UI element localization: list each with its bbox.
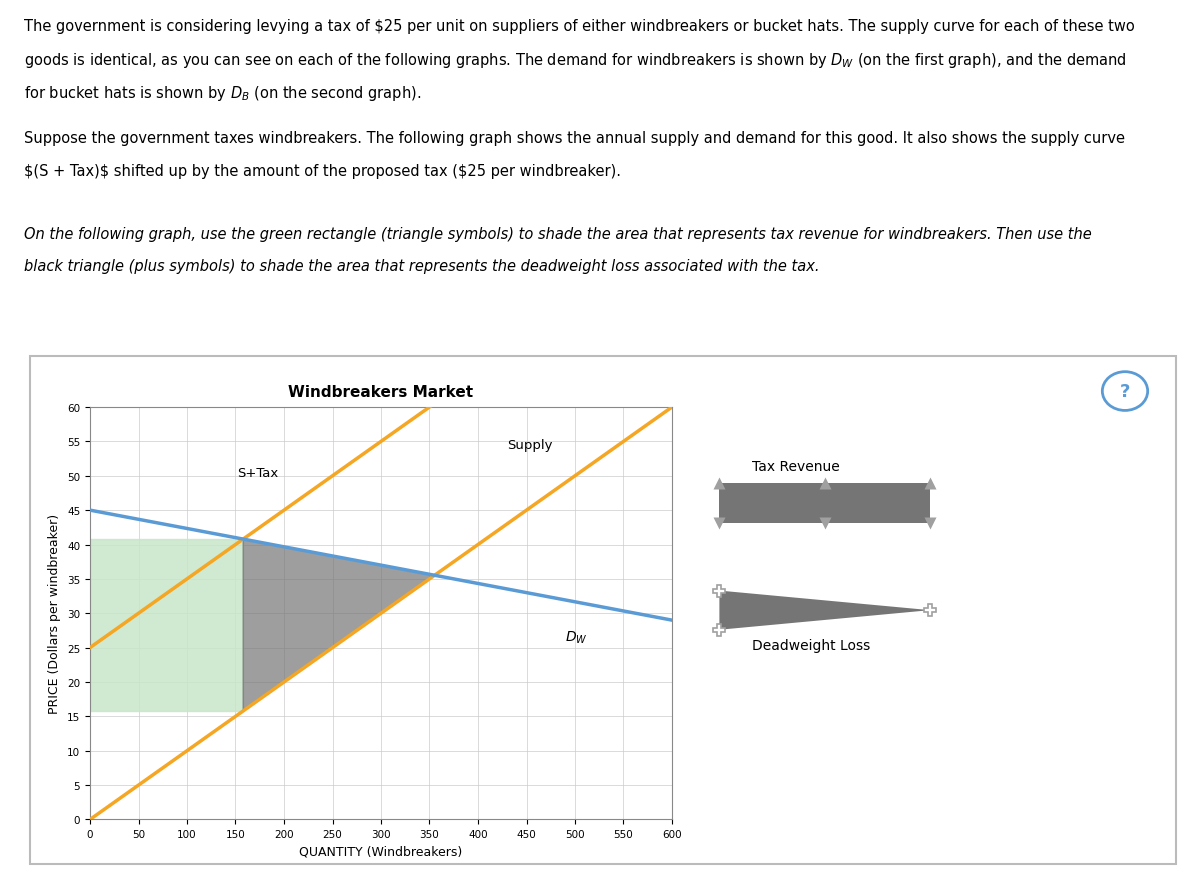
X-axis label: QUANTITY (Windbreakers): QUANTITY (Windbreakers) xyxy=(299,844,463,858)
Text: Tax Revenue: Tax Revenue xyxy=(752,459,840,473)
Text: black triangle (plus symbols) to shade the area that represents the deadweight l: black triangle (plus symbols) to shade t… xyxy=(24,259,820,274)
Polygon shape xyxy=(90,540,244,711)
Text: The government is considering levying a tax of $25 per unit on suppliers of eith: The government is considering levying a … xyxy=(24,19,1134,35)
Y-axis label: PRICE (Dollars per windbreaker): PRICE (Dollars per windbreaker) xyxy=(48,514,61,713)
Text: Supply: Supply xyxy=(508,439,552,452)
Text: Deadweight Loss: Deadweight Loss xyxy=(752,638,870,652)
Text: $(S + Tax)$ shifted up by the amount of the proposed tax ($25 per windbreaker).: $(S + Tax)$ shifted up by the amount of … xyxy=(24,163,620,178)
Text: On the following graph, use the green rectangle (triangle symbols) to shade the : On the following graph, use the green re… xyxy=(24,227,1092,242)
Text: ?: ? xyxy=(1120,383,1130,400)
Text: Suppose the government taxes windbreakers. The following graph shows the annual : Suppose the government taxes windbreaker… xyxy=(24,131,1124,146)
Text: $D_W$: $D_W$ xyxy=(565,629,588,645)
Polygon shape xyxy=(720,591,930,630)
Text: S+Tax: S+Tax xyxy=(238,466,278,479)
Polygon shape xyxy=(244,540,434,711)
Text: for bucket hats is shown by $D_B$ (on the second graph).: for bucket hats is shown by $D_B$ (on th… xyxy=(24,83,421,103)
Text: goods is identical, as you can see on each of the following graphs. The demand f: goods is identical, as you can see on ea… xyxy=(24,51,1127,70)
Title: Windbreakers Market: Windbreakers Market xyxy=(288,385,474,400)
Bar xyxy=(720,484,930,523)
